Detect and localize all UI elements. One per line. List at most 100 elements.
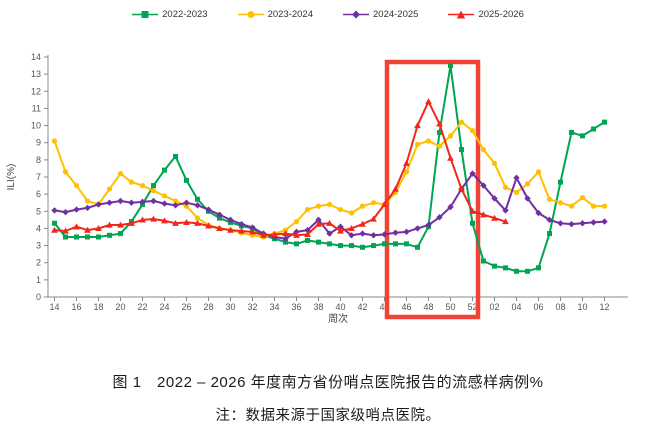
series-marker: [51, 226, 58, 233]
series-marker: [458, 119, 465, 125]
series-marker: [337, 223, 344, 230]
series-marker: [514, 268, 519, 274]
series-marker: [294, 241, 299, 247]
series-marker: [85, 234, 90, 240]
series-marker: [139, 216, 146, 223]
x-tick-label: 14: [49, 302, 59, 312]
series-marker: [470, 220, 475, 226]
series-marker: [107, 232, 112, 238]
series-marker: [128, 199, 135, 206]
series-marker: [150, 188, 157, 194]
series-marker: [293, 228, 300, 236]
x-tick-label: 50: [445, 302, 455, 312]
series-line-2025-2026: [53, 100, 507, 237]
series-marker: [469, 128, 476, 134]
series-marker: [337, 227, 344, 234]
x-tick-label: 18: [93, 302, 103, 312]
legend-triangle-icon: [448, 10, 475, 19]
series-marker: [481, 258, 486, 264]
series-marker: [381, 201, 388, 208]
series-marker: [74, 234, 79, 240]
series-marker: [469, 207, 476, 214]
figure-note: 注：数据来源于国家级哨点医院。: [215, 408, 441, 424]
x-tick-label: 40: [335, 302, 345, 312]
series-marker: [304, 231, 311, 238]
series-marker: [568, 203, 575, 209]
legend-item-2024-2025: 2024-2025: [343, 9, 418, 20]
series-marker: [106, 186, 113, 192]
series-marker: [326, 219, 333, 226]
x-tick-label: 38: [313, 302, 323, 312]
series-marker: [73, 223, 80, 230]
series-marker: [51, 207, 58, 214]
series-marker: [469, 170, 476, 177]
series-marker: [535, 209, 542, 217]
series-marker: [73, 206, 80, 213]
figure-title: 图 1 2022 – 2026 年度南方省份哨点医院报告的流感样病例%: [112, 374, 544, 391]
series-marker: [436, 214, 443, 221]
series-marker: [348, 210, 355, 216]
series-marker: [448, 63, 453, 69]
series-marker: [370, 215, 377, 222]
series-marker: [348, 225, 355, 232]
series-marker: [447, 203, 454, 211]
series-marker: [370, 232, 377, 239]
series-marker: [348, 232, 355, 239]
series-marker: [161, 200, 168, 207]
series-marker: [337, 206, 344, 213]
y-tick-label: 3: [36, 241, 41, 251]
x-tick-label: 36: [291, 302, 301, 312]
series-marker: [480, 182, 487, 189]
series-marker: [326, 230, 333, 237]
series-marker: [150, 197, 157, 205]
y-tick-label: 5: [36, 206, 41, 216]
x-tick-label: 34: [269, 302, 279, 312]
series-marker: [139, 198, 146, 206]
series-marker: [425, 98, 432, 105]
x-tick-label: 44: [379, 302, 389, 312]
series-marker: [502, 184, 509, 190]
series-marker: [106, 199, 113, 206]
x-tick-label: 16: [71, 302, 81, 312]
series-marker: [139, 182, 146, 189]
series-marker: [73, 182, 80, 189]
series-marker: [173, 153, 178, 159]
x-tick-label: 46: [401, 302, 411, 312]
series-marker: [546, 216, 553, 224]
series-marker: [404, 241, 409, 247]
series-marker: [118, 231, 123, 237]
x-tick-label: 04: [511, 302, 521, 312]
series-marker: [513, 189, 520, 196]
series-marker: [216, 225, 223, 232]
series-marker: [480, 146, 487, 153]
series-marker: [491, 214, 498, 221]
series-marker: [590, 219, 597, 226]
x-tick-label: 06: [533, 302, 543, 312]
y-tick-label: 7: [36, 172, 41, 182]
legend-diamond-icon: [343, 10, 369, 19]
series-marker: [271, 231, 278, 238]
series-marker: [602, 119, 607, 125]
series-marker: [459, 147, 464, 153]
series-marker: [316, 239, 321, 245]
y-tick-label: 1: [36, 275, 41, 285]
legend-label: 2022-2023: [162, 9, 208, 20]
series-marker: [536, 265, 541, 271]
x-tick-label: 22: [137, 302, 147, 312]
series-marker: [183, 199, 190, 206]
series-marker: [96, 234, 101, 240]
series-marker: [84, 198, 91, 204]
series-marker: [392, 185, 399, 192]
series-line-2023-2024: [53, 121, 606, 238]
series-marker: [326, 201, 333, 208]
series-marker: [557, 220, 564, 227]
series-marker: [568, 220, 575, 228]
y-tick-label: 13: [31, 69, 41, 79]
x-tick-label: 02: [489, 302, 499, 312]
series-marker: [371, 243, 376, 249]
series-marker: [194, 202, 201, 209]
series-marker: [260, 231, 267, 238]
x-tick-label: 24: [159, 302, 169, 312]
